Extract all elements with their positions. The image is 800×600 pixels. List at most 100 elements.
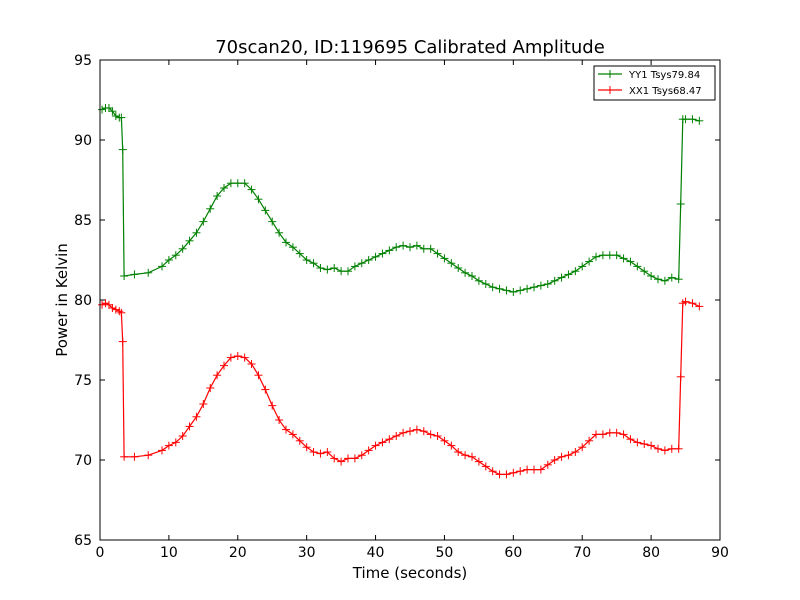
- data-point: [226, 353, 235, 362]
- data-point: [543, 460, 552, 469]
- data-point: [447, 259, 456, 268]
- x-tick-label: 0: [96, 545, 105, 561]
- data-point: [101, 299, 110, 308]
- data-point: [433, 249, 442, 258]
- data-point: [130, 452, 139, 461]
- data-point: [585, 436, 594, 445]
- data-point: [626, 257, 635, 266]
- data-point: [488, 467, 497, 476]
- x-tick-label: 60: [504, 545, 522, 561]
- data-point: [676, 372, 685, 381]
- y-tick-label: 80: [74, 293, 92, 309]
- data-point: [426, 430, 435, 439]
- data-point: [98, 300, 107, 309]
- data-point: [578, 262, 587, 271]
- data-point: [371, 441, 380, 450]
- data-point: [695, 302, 704, 311]
- data-point: [419, 244, 428, 253]
- data-point: [185, 236, 194, 245]
- data-point: [688, 299, 697, 308]
- data-point: [502, 286, 511, 295]
- data-point: [108, 304, 117, 312]
- data-point: [488, 283, 497, 292]
- data-point: [530, 283, 538, 292]
- data-point: [302, 443, 311, 452]
- data-point: [447, 441, 456, 450]
- data-point: [468, 452, 476, 461]
- legend-label: XX1 Tsys68.47: [629, 86, 702, 97]
- data-point: [247, 185, 256, 194]
- data-point: [364, 446, 373, 455]
- y-tick-label: 75: [74, 373, 92, 389]
- data-point: [647, 272, 656, 280]
- data-point: [268, 217, 277, 226]
- data-point: [419, 427, 428, 436]
- data-point: [654, 444, 662, 453]
- data-point: [578, 443, 587, 452]
- data-point: [674, 444, 683, 453]
- y-tick-label: 95: [74, 53, 92, 69]
- x-axis: 0 10 20 30 40 50 60 70 80 90: [96, 60, 729, 561]
- data-point: [660, 446, 669, 455]
- data-point: [564, 270, 573, 279]
- data-point: [647, 441, 656, 450]
- x-tick-label: 90: [711, 545, 729, 561]
- data-point: [674, 275, 683, 284]
- data-point: [206, 384, 215, 392]
- data-point: [481, 462, 490, 471]
- data-point: [557, 273, 566, 282]
- x-axis-title: Time (seconds): [352, 564, 468, 582]
- data-point: [481, 280, 490, 288]
- data-point: [213, 371, 222, 380]
- data-point: [164, 256, 173, 264]
- data-point: [495, 470, 504, 479]
- data-point: [337, 267, 346, 276]
- data-point: [130, 270, 139, 279]
- data-point: [474, 457, 483, 466]
- data-point: [350, 262, 359, 271]
- data-point: [454, 264, 463, 272]
- data-point: [667, 273, 676, 282]
- data-point: [440, 436, 449, 445]
- data-point: [598, 251, 607, 260]
- data-point: [364, 256, 373, 264]
- data-point: [344, 267, 352, 276]
- data-point: [688, 115, 697, 124]
- data-point: [240, 179, 249, 188]
- data-point: [357, 451, 366, 460]
- data-point: [571, 448, 580, 456]
- data-point: [206, 204, 215, 213]
- data-point: [357, 259, 366, 268]
- data-point: [233, 179, 242, 188]
- data-point: [550, 276, 559, 285]
- data-point: [192, 412, 201, 421]
- data-point: [619, 430, 628, 439]
- data-point: [118, 337, 127, 346]
- data-point: [254, 371, 263, 380]
- y-tick-label: 70: [74, 453, 92, 469]
- legend: YY1 Tsys79.84 XX1 Tsys68.47: [593, 65, 716, 101]
- data-point: [523, 284, 532, 293]
- data-point: [592, 430, 600, 439]
- data-point: [344, 454, 352, 463]
- data-point: [111, 112, 120, 120]
- data-point: [178, 244, 187, 253]
- y-tick-label: 85: [74, 213, 92, 229]
- data-point: [406, 427, 414, 436]
- data-point: [385, 246, 394, 255]
- data-point: [309, 259, 318, 268]
- data-point: [164, 441, 173, 450]
- data-point: [695, 116, 704, 125]
- data-point: [612, 428, 621, 437]
- data-point: [619, 254, 628, 263]
- data-point: [550, 456, 559, 464]
- data-point: [399, 241, 408, 250]
- data-point: [516, 467, 525, 476]
- data-point: [199, 400, 208, 408]
- data-point: [461, 268, 470, 277]
- data-point: [323, 448, 332, 456]
- data-point: [371, 252, 380, 261]
- data-point: [378, 438, 387, 447]
- data-point: [509, 288, 518, 296]
- data-point: [667, 444, 676, 453]
